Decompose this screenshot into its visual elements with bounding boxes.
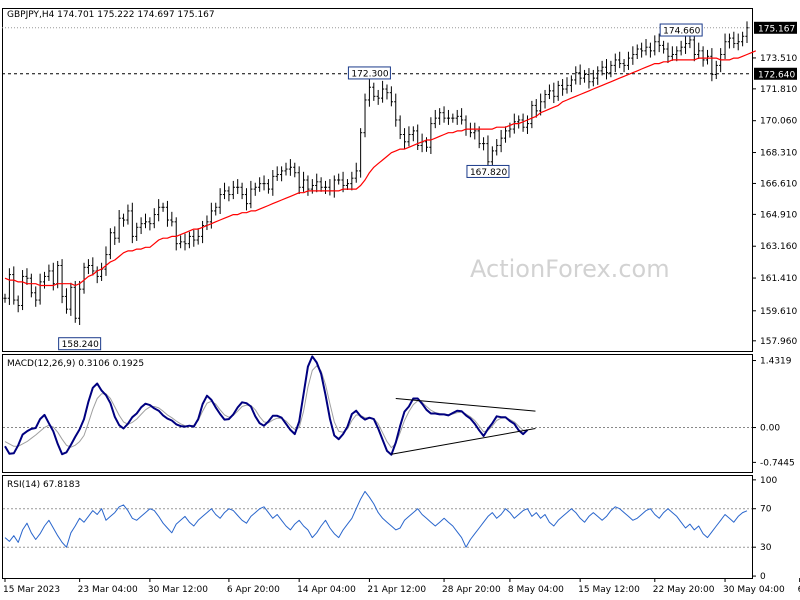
x-tick-label: 28 Apr 20:00 (442, 585, 501, 595)
price-y-tick-label: 161.410 (760, 274, 797, 284)
x-tick-label: 30 Mar 12:00 (148, 585, 208, 595)
annotation-box (659, 23, 703, 37)
price-y-tick-label: 166.610 (760, 179, 797, 189)
price-plot: 158.240 172.300 167.820 174.660 (2, 21, 757, 351)
x-tick-label: 22 May 20:00 (653, 585, 715, 595)
macd-y-tick-label: 0.00 (760, 424, 780, 434)
annotation-label: 167.820 (470, 168, 507, 178)
rsi-line (4, 490, 748, 548)
x-tick-label: 15 Mar 2023 (3, 585, 60, 595)
annotation-box (58, 337, 102, 351)
x-tick-label: 6 Jun 12:00 (798, 585, 800, 595)
x-tick-label: 8 May 04:00 (508, 585, 564, 595)
last-price-tag (754, 21, 797, 34)
price-y-tick-label: 170.060 (760, 117, 797, 127)
rsi-title: RSI(14) 67.8183 (7, 480, 80, 490)
level-tag (754, 67, 797, 80)
macd-y-tick-label: -0.7445 (760, 458, 795, 468)
price-title: GBPJPY,H4 174.701 175.222 174.697 175.16… (7, 10, 215, 20)
rsi-y-tick-label: 0 (760, 572, 766, 582)
x-tick-label: 6 Apr 20:00 (227, 585, 280, 595)
rsi-y-tick-label: 30 (760, 543, 772, 553)
macd-trendline (395, 398, 536, 412)
price-panel-frame (2, 8, 753, 352)
rsi-panel-frame (2, 475, 753, 579)
price-y-tick-label: 159.610 (760, 307, 797, 317)
rsi-y-tick-label: 100 (760, 476, 777, 486)
rsi-plot (3, 490, 752, 548)
x-tick-label: 15 May 12:00 (578, 585, 640, 595)
watermark-text: ActionForex.com (470, 255, 670, 283)
price-y-tick-label: 171.810 (760, 85, 797, 95)
price-y-tick-label: 163.160 (760, 242, 797, 252)
macd-trendline (391, 427, 536, 455)
x-tick-label: 30 May 04:00 (723, 585, 785, 595)
macd-plot (3, 355, 752, 456)
axes: 157.960 159.610 161.410 163.160 164.910 166.6… (3, 21, 800, 595)
macd-y-tick-label: 1.4319 (760, 357, 792, 367)
price-y-tick-label: 168.310 (760, 149, 797, 159)
x-tick-label: 14 Apr 04:00 (297, 585, 356, 595)
rsi-y-tick-label: 70 (760, 505, 772, 515)
level-tag-label: 172.640 (758, 70, 795, 80)
sma-line (4, 50, 757, 287)
macd-line (4, 355, 529, 456)
price-y-tick-label: 157.960 (760, 337, 797, 347)
x-tick-label: 21 Apr 12:00 (367, 585, 426, 595)
macd-panel-frame (2, 354, 753, 473)
x-tick-label: 23 Mar 04:00 (78, 585, 138, 595)
annotation-label: 174.660 (663, 27, 700, 37)
annotation-label: 172.300 (351, 69, 388, 79)
price-y-tick-label: 164.910 (760, 210, 797, 220)
annotation-box (466, 164, 510, 178)
annotation-box (347, 66, 391, 80)
annotation-label: 158.240 (62, 340, 99, 350)
price-y-tick-label: 173.510 (760, 54, 797, 64)
macd-title: MACD(12,26,9) 0.3106 0.1925 (7, 359, 144, 369)
last-price-tag-label: 175.167 (758, 24, 795, 34)
